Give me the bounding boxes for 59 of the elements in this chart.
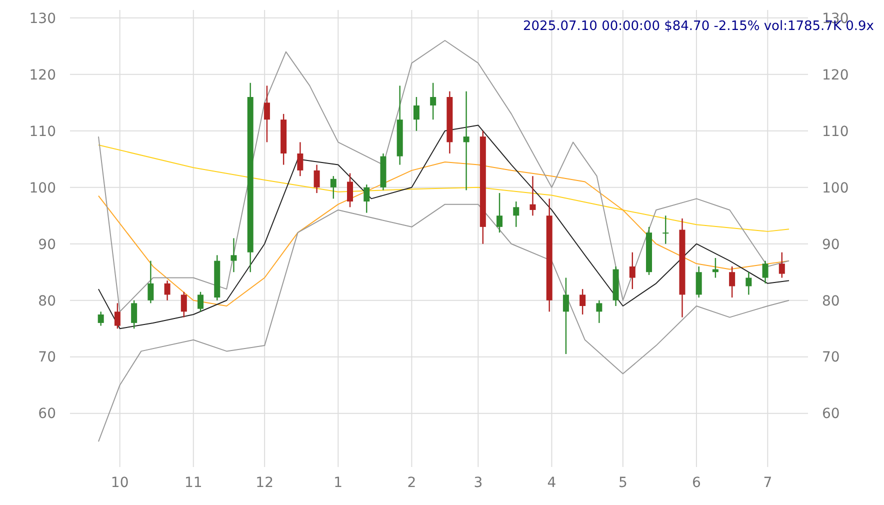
y-tick-label: 90 <box>38 236 56 253</box>
candlestick <box>198 291 204 312</box>
x-tick-label: 2 <box>407 475 416 491</box>
candlestick <box>562 277 569 355</box>
y-tick-label: 130 <box>29 10 56 27</box>
candlestick <box>164 280 170 301</box>
candlestick <box>131 300 138 330</box>
candlestick <box>530 175 536 216</box>
candlestick <box>746 272 752 296</box>
candlestick <box>347 172 354 208</box>
y2-tick-label: 100 <box>822 180 849 196</box>
line-series <box>98 124 790 330</box>
y-tick-label: 120 <box>29 67 56 84</box>
x-tick-label: 6 <box>692 475 702 491</box>
candlestick <box>580 288 586 316</box>
y2-tick-label: 120 <box>822 67 849 84</box>
x-tick-label: 5 <box>618 475 628 491</box>
y2-tick-label: 80 <box>822 293 840 310</box>
line-series <box>98 161 790 307</box>
candlestick <box>330 175 336 200</box>
y-tick-label: 70 <box>38 350 56 366</box>
candlestick <box>629 252 636 290</box>
candlestick <box>413 96 420 132</box>
y2-tick-label: 110 <box>822 124 849 140</box>
candlestick <box>148 260 154 304</box>
x-tick-label: 4 <box>547 475 556 491</box>
candlestick <box>778 252 785 278</box>
y2-tick-label: 70 <box>822 350 840 366</box>
candlestick <box>98 311 104 326</box>
candlestick <box>264 85 270 143</box>
y2-tick-label: 60 <box>822 406 840 422</box>
x-tick-label: 12 <box>256 475 274 491</box>
candlestick <box>364 184 370 214</box>
x-tick-label: 3 <box>474 475 483 491</box>
candlestick <box>729 266 736 298</box>
y-tick-label: 100 <box>29 180 56 196</box>
candlestick <box>314 164 320 194</box>
candlestick <box>496 192 503 234</box>
x-tick-label: 1 <box>334 475 343 491</box>
candlestick <box>762 260 768 284</box>
x-tick-label: 7 <box>763 475 772 491</box>
candlestick <box>297 142 304 177</box>
y-tick-label: 110 <box>29 124 56 140</box>
x-tick-label: 10 <box>110 475 129 491</box>
candlestick <box>430 82 436 120</box>
candlestick <box>463 90 470 191</box>
candlestick <box>180 291 187 318</box>
y2-tick-label: 90 <box>822 236 840 253</box>
candlestick <box>596 300 602 324</box>
x-tick-label: 11 <box>184 475 202 491</box>
y-tick-label: 60 <box>38 406 56 422</box>
candlestick <box>662 215 669 244</box>
candlestick <box>513 200 520 228</box>
y-tick-label: 80 <box>38 293 56 310</box>
line-series <box>98 144 790 232</box>
line-series <box>98 204 790 442</box>
candlestick <box>114 302 120 330</box>
candlestick <box>230 238 237 273</box>
candlestick <box>696 266 702 298</box>
